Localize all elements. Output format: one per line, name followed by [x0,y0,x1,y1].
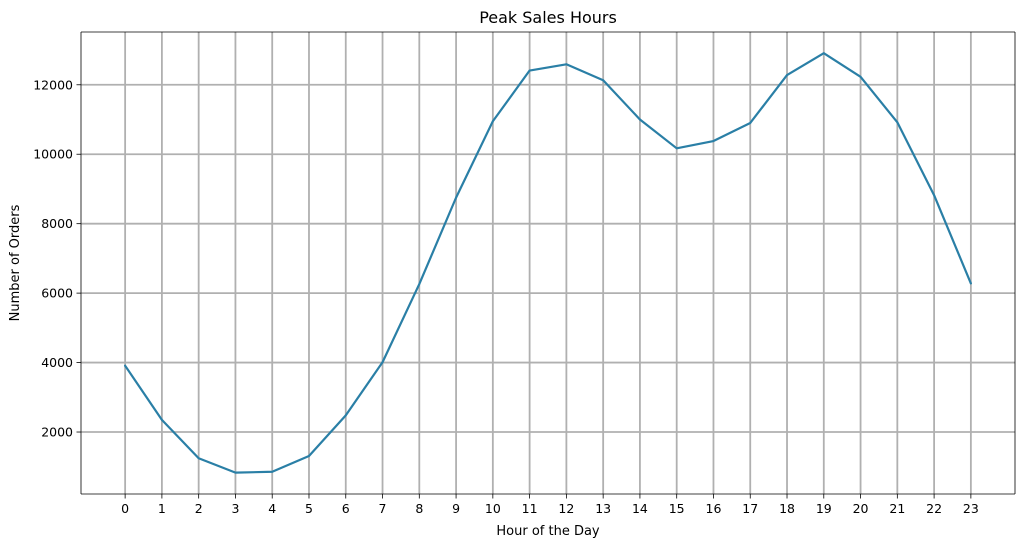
x-axis-label: Hour of the Day [496,524,600,539]
x-tick-label: 16 [706,501,722,516]
x-tick-label: 13 [595,501,611,516]
x-tick-label: 18 [779,501,795,516]
grid-lines [81,32,1015,494]
y-tick-label: 12000 [33,77,73,92]
x-tick-label: 9 [452,501,460,516]
orders-line [124,52,972,474]
x-tick-label: 6 [342,501,350,516]
x-tick-label: 2 [195,501,203,516]
x-tick-label: 23 [963,501,979,516]
y-tick-label: 4000 [41,355,73,370]
x-tick-label: 11 [522,501,538,516]
x-tick-label: 20 [853,501,869,516]
x-tick-label: 17 [742,501,758,516]
x-tick-label: 19 [816,501,832,516]
x-tick-label: 5 [305,501,313,516]
x-tick-label: 12 [558,501,574,516]
x-tick-label: 21 [889,501,905,516]
x-tick-label: 0 [121,501,129,516]
y-tick-label: 8000 [41,216,73,231]
x-tick-label: 14 [632,501,648,516]
x-tick-label: 8 [415,501,423,516]
x-tick-label: 4 [268,501,276,516]
chart-title: Peak Sales Hours [479,8,617,27]
y-ticks: 2000 4000 6000 8000 10000 12000 [33,77,81,440]
x-tick-label: 3 [231,501,239,516]
y-tick-label: 6000 [41,286,73,301]
x-tick-label: 1 [158,501,166,516]
y-axis-label: Number of Orders [8,204,23,321]
x-tick-label: 15 [669,501,685,516]
y-tick-label: 10000 [33,147,73,162]
y-tick-label: 2000 [41,425,73,440]
x-tick-label: 7 [379,501,387,516]
x-tick-label: 22 [926,501,942,516]
x-tick-label: 10 [485,501,501,516]
x-ticks: 0 1 2 3 4 5 6 7 8 9 10 11 12 13 14 15 16 17 18 19 20 21 22 23 [121,494,979,516]
plot-frame [80,31,1016,495]
